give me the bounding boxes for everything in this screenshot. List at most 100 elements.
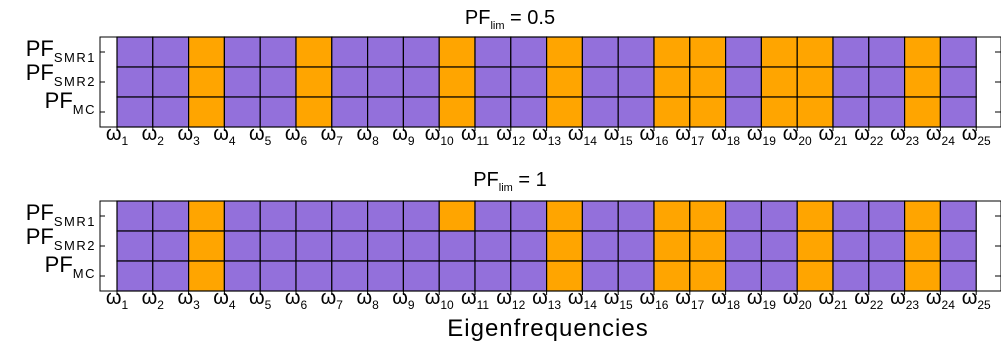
heatmap-cell	[724, 36, 762, 68]
heatmap-cell	[438, 200, 476, 232]
heatmap-cell	[760, 260, 798, 292]
heatmap-cell	[438, 260, 476, 292]
heatmap-cell	[653, 36, 691, 68]
heatmap-cell	[438, 36, 476, 68]
heatmap-cell	[152, 260, 190, 292]
heatmap-cell	[367, 230, 405, 262]
heatmap-cell	[259, 66, 297, 98]
heatmap-cell	[832, 200, 870, 232]
heatmap-cell	[581, 230, 619, 262]
column-label: ω5	[249, 287, 272, 312]
heatmap-cell	[295, 36, 333, 68]
heatmap-cell	[545, 66, 583, 98]
heatmap-cell	[617, 230, 655, 262]
heatmap-cell	[545, 230, 583, 262]
row-label: PFSMR1	[26, 36, 96, 65]
heatmap-cell	[474, 36, 512, 68]
column-label: ω9	[392, 287, 415, 312]
heatmap-cell	[438, 230, 476, 262]
x-axis-label: Eigenfrequencies	[447, 315, 648, 342]
heatmap-cell	[223, 36, 261, 68]
heatmap-cell	[760, 36, 798, 68]
heatmap-cell	[438, 96, 476, 128]
heatmap-cells	[116, 36, 977, 128]
column-label: ω6	[285, 123, 308, 148]
heatmap-cell	[367, 66, 405, 98]
column-label: ω8	[356, 123, 379, 148]
heatmap-cell	[331, 66, 369, 98]
heatmap-cell	[367, 36, 405, 68]
heatmap-cell	[116, 36, 154, 68]
column-label: ω17	[675, 123, 704, 148]
heatmap-cell	[939, 36, 977, 68]
column-label: ω23	[890, 287, 919, 312]
heatmap-cell	[223, 200, 261, 232]
heatmap-cell	[510, 260, 548, 292]
heatmap-cell	[617, 200, 655, 232]
column-label: ω8	[356, 287, 379, 312]
column-label: ω11	[461, 287, 489, 312]
title-rest: = 0.5	[505, 7, 556, 29]
heatmap-cell	[295, 230, 333, 262]
heatmap-cell	[796, 260, 834, 292]
heatmap-cell	[653, 200, 691, 232]
row-label: PFSMR2	[26, 60, 96, 89]
column-label: ω13	[532, 123, 561, 148]
column-label: ω20	[783, 287, 812, 312]
column-label: ω2	[142, 123, 165, 148]
heatmap-cell	[832, 260, 870, 292]
column-label: ω14	[568, 123, 597, 148]
heatmap-cell	[724, 200, 762, 232]
heatmap-cell	[188, 66, 226, 98]
heatmap-cell	[689, 260, 727, 292]
heatmap-cell	[188, 36, 226, 68]
heatmap-cell	[832, 230, 870, 262]
column-label: ω14	[568, 287, 597, 312]
heatmap-cell	[796, 200, 834, 232]
heatmap-cell	[331, 200, 369, 232]
panel-title: PFlim = 1	[473, 169, 547, 194]
heatmap-cell	[796, 230, 834, 262]
heatmap-cell	[331, 36, 369, 68]
heatmap-cell	[903, 36, 941, 68]
heatmap-cell	[724, 230, 762, 262]
heatmap-cell	[116, 200, 154, 232]
column-label: ω7	[321, 123, 344, 148]
heatmap-cell	[689, 36, 727, 68]
heatmap-cell	[402, 200, 440, 232]
column-labels: ω1 ω2 ω3 ω4 ω5 ω6 ω7 ω8 ω9 ω10 ω11 ω12 ω13 ω14 ω15 ω16 ω…	[106, 123, 991, 148]
heatmap-cell	[868, 200, 906, 232]
heatmap-cell	[939, 230, 977, 262]
column-label: ω3	[177, 287, 200, 312]
column-label: ω4	[213, 287, 236, 312]
heatmap-cell	[832, 66, 870, 98]
column-label: ω1	[106, 287, 129, 312]
heatmap-cell	[259, 200, 297, 232]
heatmap-cell	[223, 66, 261, 98]
title-sub: lim	[499, 182, 513, 194]
column-label: ω6	[285, 287, 308, 312]
column-label: ω3	[177, 123, 200, 148]
heatmap-cell	[152, 96, 190, 128]
heatmap-cell	[152, 66, 190, 98]
heatmap-cell	[223, 96, 261, 128]
heatmap-cell	[724, 96, 762, 128]
heatmap-cell	[868, 96, 906, 128]
heatmap-cell	[760, 96, 798, 128]
heatmap-cell	[653, 260, 691, 292]
heatmap-cell	[939, 200, 977, 232]
axis-ticks	[100, 215, 1001, 295]
heatmap-cell	[295, 200, 333, 232]
heatmap-cell	[689, 66, 727, 98]
heatmap-cell	[581, 66, 619, 98]
heatmap-cell	[581, 200, 619, 232]
column-label: ω19	[747, 287, 776, 312]
heatmap-cell	[832, 36, 870, 68]
column-label: ω15	[604, 123, 633, 148]
heatmap-cell	[116, 66, 154, 98]
heatmap-cell	[223, 230, 261, 262]
heatmap-cell	[760, 66, 798, 98]
heatmap-cell	[152, 200, 190, 232]
heatmap-cell	[510, 200, 548, 232]
column-label: ω24	[926, 287, 955, 312]
